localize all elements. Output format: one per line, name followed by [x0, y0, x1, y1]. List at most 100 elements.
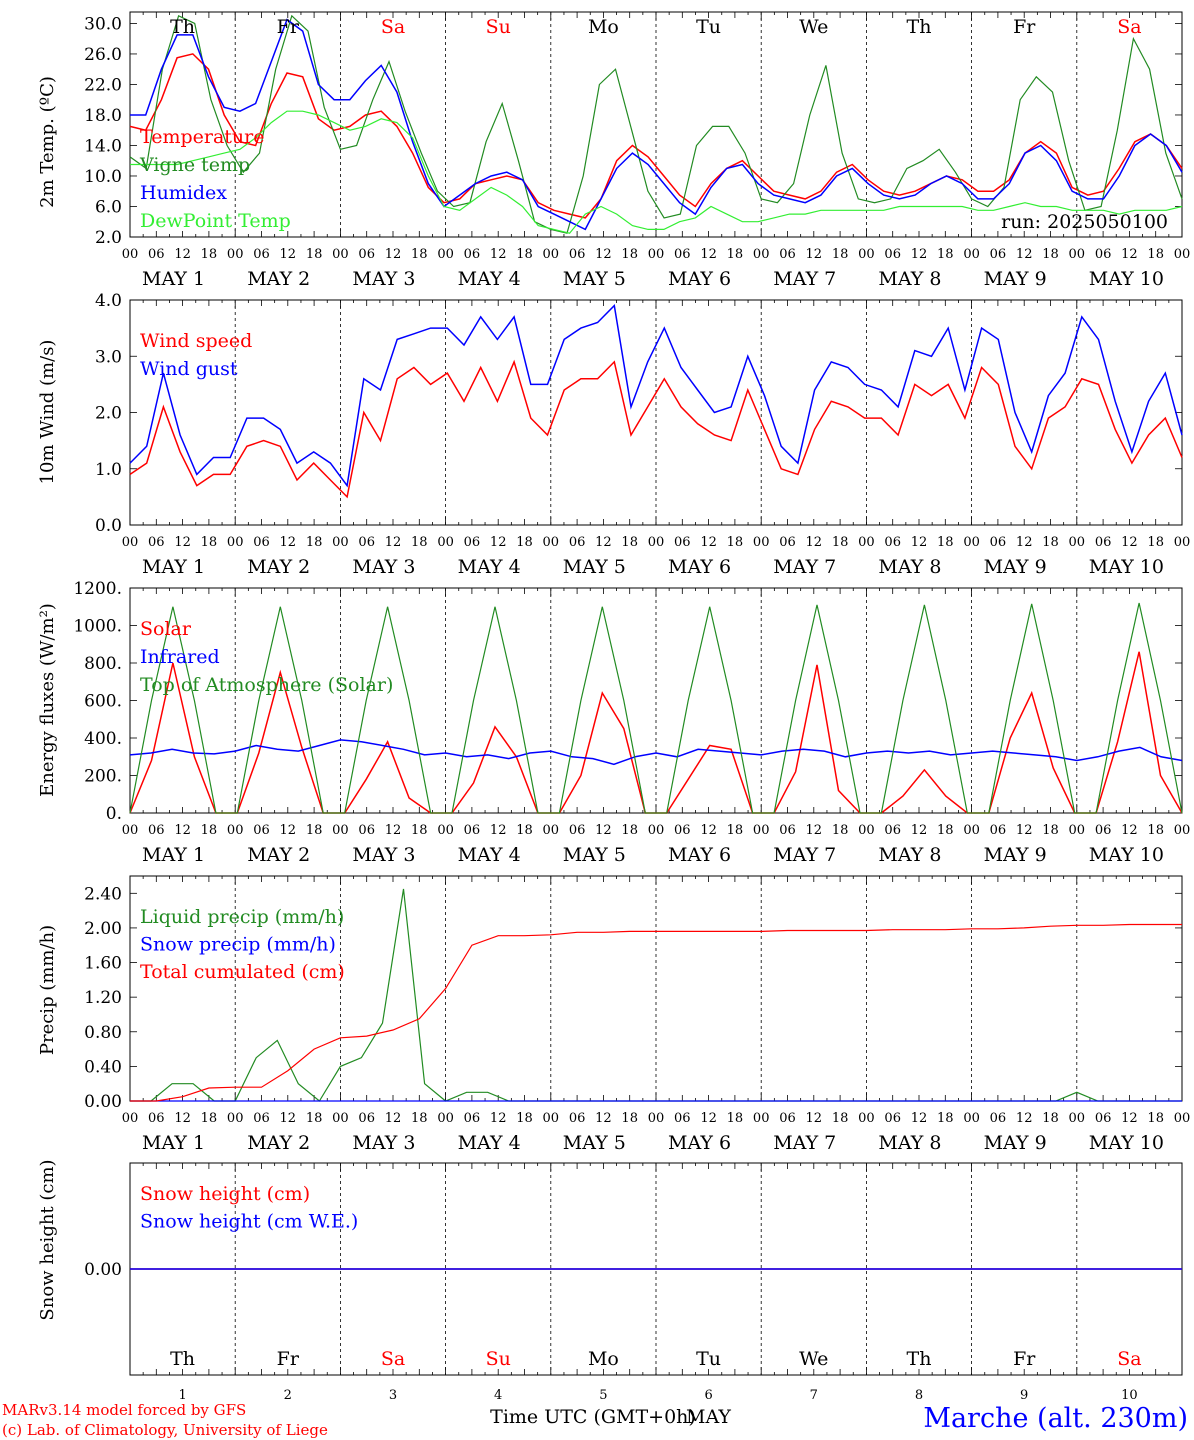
y-axis-label: Precip (mm/h) — [37, 925, 58, 1055]
y-tick-label: 1.0 — [95, 460, 122, 480]
hour-tick-label: 00 — [437, 535, 454, 550]
date-label: MAY 2 — [247, 268, 310, 290]
hour-tick-label: 00 — [648, 823, 665, 838]
hour-tick-label: 06 — [464, 823, 481, 838]
hour-tick-label: 00 — [1174, 535, 1191, 550]
hour-tick-label: 12 — [700, 823, 717, 838]
hour-tick-label: 06 — [569, 535, 586, 550]
hour-tick-label: 00 — [1069, 823, 1086, 838]
hour-tick-label: 18 — [1147, 535, 1164, 550]
hour-tick-label: 00 — [543, 823, 560, 838]
y-tick-label: 2.00 — [84, 919, 122, 939]
bottom-day-number: 2 — [284, 1388, 292, 1403]
bottom-day-number: 8 — [915, 1388, 923, 1403]
hour-tick-label: 12 — [490, 247, 507, 262]
day-label: Su — [486, 16, 511, 38]
y-tick-label: 0.40 — [84, 1057, 122, 1077]
hour-tick-label: 18 — [727, 823, 744, 838]
hour-tick-label: 00 — [332, 247, 349, 262]
date-label: MAY 6 — [668, 1132, 731, 1154]
hour-tick-label: 00 — [1069, 1111, 1086, 1126]
hour-tick-label: 12 — [174, 535, 191, 550]
legend-entry: Humidex — [140, 182, 227, 204]
hour-tick-label: 06 — [253, 247, 270, 262]
station-label: Marche (alt. 230m) — [923, 1403, 1188, 1434]
bottom-day-label: Th — [170, 1348, 195, 1370]
hour-tick-label: 18 — [621, 247, 638, 262]
date-label: MAY 5 — [563, 844, 626, 866]
hour-tick-label: 06 — [569, 1111, 586, 1126]
hour-tick-label: 06 — [779, 823, 796, 838]
legend-entry: Temperature — [140, 126, 264, 148]
bottom-day-number: 7 — [810, 1388, 818, 1403]
y-axis-label: 2m Temp. (ºC) — [37, 76, 58, 208]
bottom-day-label: Fr — [1013, 1348, 1036, 1370]
day-label: Fr — [1013, 16, 1036, 38]
legend-entry: Snow height (cm W.E.) — [140, 1211, 358, 1233]
bottom-day-number: 3 — [389, 1388, 397, 1403]
hour-tick-label: 06 — [1095, 535, 1112, 550]
hour-tick-label: 18 — [937, 535, 954, 550]
day-label: Sa — [381, 16, 405, 38]
hour-tick-label: 12 — [280, 823, 297, 838]
y-tick-label: 2.0 — [95, 228, 122, 248]
date-label: MAY 1 — [142, 844, 205, 866]
hour-tick-label: 18 — [201, 1111, 218, 1126]
hour-tick-label: 00 — [543, 247, 560, 262]
hour-tick-label: 06 — [674, 247, 691, 262]
hour-tick-label: 18 — [1147, 1111, 1164, 1126]
bottom-day-number: 6 — [704, 1388, 712, 1403]
date-label: MAY 3 — [352, 1132, 415, 1154]
hour-tick-label: 06 — [990, 247, 1007, 262]
hour-tick-label: 12 — [385, 1111, 402, 1126]
day-label: We — [799, 16, 828, 38]
date-label: MAY 7 — [773, 844, 836, 866]
hour-tick-label: 06 — [674, 823, 691, 838]
hour-tick-label: 00 — [332, 823, 349, 838]
hour-tick-label: 00 — [753, 823, 770, 838]
hour-tick-label: 18 — [201, 823, 218, 838]
hour-tick-label: 12 — [174, 1111, 191, 1126]
hour-tick-label: 18 — [1042, 247, 1059, 262]
hour-tick-label: 00 — [227, 823, 244, 838]
hour-tick-label: 00 — [332, 535, 349, 550]
hour-tick-label: 06 — [674, 1111, 691, 1126]
date-label: MAY 4 — [458, 556, 521, 578]
hour-tick-label: 06 — [148, 247, 165, 262]
series-line-darkgreen — [129, 14, 1183, 234]
legend-entry: Snow precip (mm/h) — [140, 934, 336, 956]
panel-4 — [129, 875, 1183, 1102]
hour-tick-label: 06 — [358, 247, 375, 262]
hour-tick-label: 18 — [516, 1111, 533, 1126]
hour-tick-label: 06 — [464, 535, 481, 550]
bottom-day-label: Tu — [696, 1348, 721, 1370]
date-label: MAY 5 — [563, 556, 626, 578]
bottom-day-number: 5 — [599, 1388, 607, 1403]
date-label: MAY 5 — [563, 268, 626, 290]
y-tick-label: 400. — [84, 729, 122, 749]
hour-tick-label: 00 — [963, 1111, 980, 1126]
legend-entry: DewPoint Temp — [140, 210, 291, 232]
date-label: MAY 3 — [352, 844, 415, 866]
date-label: MAY 10 — [1089, 556, 1164, 578]
hour-tick-label: 12 — [1016, 823, 1033, 838]
hour-tick-label: 06 — [1095, 1111, 1112, 1126]
legend-entry: Solar — [140, 618, 192, 640]
date-label: MAY 6 — [668, 556, 731, 578]
date-label: MAY 3 — [352, 268, 415, 290]
hour-tick-label: 18 — [937, 247, 954, 262]
series-line-darkgreen — [129, 602, 1183, 814]
hour-tick-label: 00 — [543, 1111, 560, 1126]
y-tick-label: 1200. — [73, 579, 122, 599]
hour-tick-label: 06 — [569, 823, 586, 838]
hour-tick-label: 00 — [963, 823, 980, 838]
hour-tick-label: 00 — [753, 535, 770, 550]
hour-tick-label: 18 — [411, 1111, 428, 1126]
series-line-red — [129, 359, 1183, 499]
y-tick-label: 1.60 — [84, 954, 122, 974]
legend-entry: Wind gust — [140, 358, 238, 380]
y-tick-label: 22.0 — [84, 75, 122, 95]
hour-tick-label: 00 — [648, 535, 665, 550]
hour-tick-label: 00 — [543, 535, 560, 550]
